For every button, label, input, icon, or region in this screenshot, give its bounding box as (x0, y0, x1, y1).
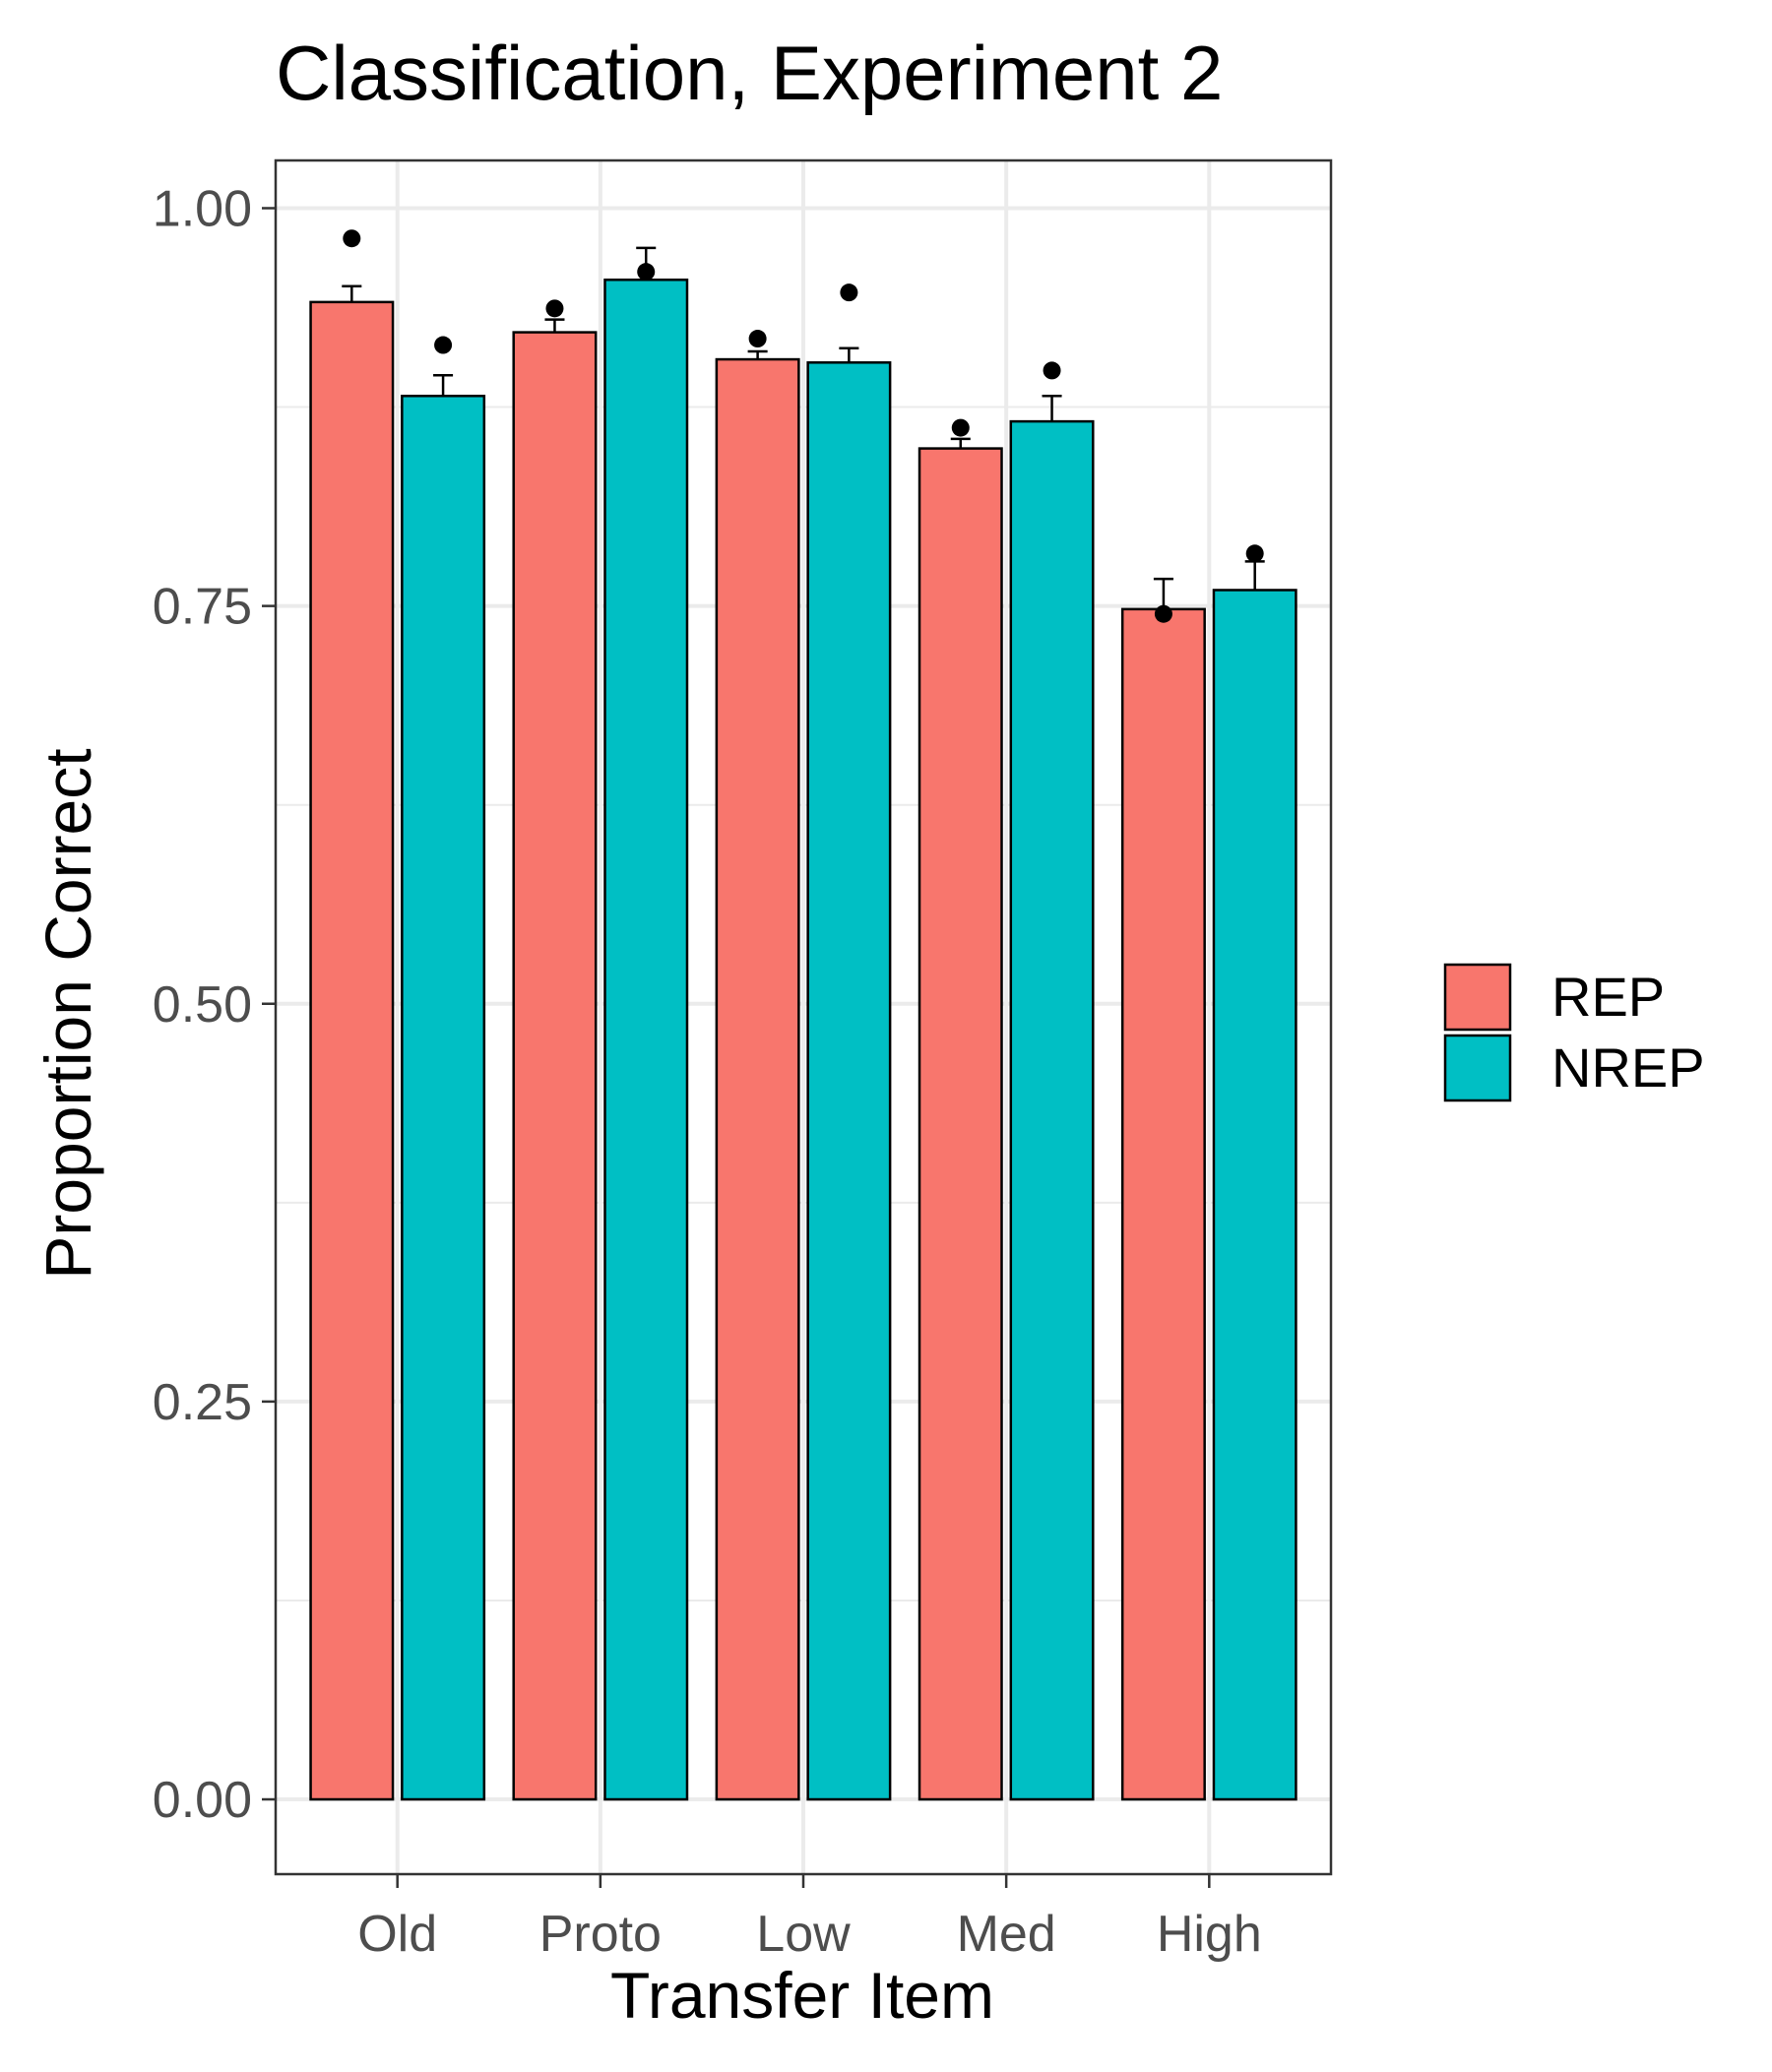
x-axis-title: Transfer Item (610, 1959, 994, 2032)
legend-label-rep: REP (1551, 966, 1665, 1028)
bars (309, 278, 1297, 1801)
bar-rep (918, 447, 1003, 1801)
bar-rep (715, 357, 800, 1801)
data-point (840, 283, 858, 302)
y-tick-label: 0.25 (153, 1374, 252, 1431)
x-axis: Old Proto Low Med High (357, 1874, 1262, 1963)
data-point (1245, 544, 1264, 563)
x-tick-label: Old (357, 1906, 437, 1963)
bar-nrep (401, 394, 486, 1801)
data-points (343, 229, 1264, 623)
data-point (951, 418, 970, 437)
x-tick-label: High (1157, 1906, 1262, 1963)
y-tick-label: 1.00 (153, 180, 252, 237)
bar-nrep (603, 278, 689, 1801)
x-tick-label: Proto (539, 1906, 662, 1963)
legend-key-rep (1443, 963, 1512, 1032)
y-tick-label: 0.75 (153, 579, 252, 636)
bar-nrep (1212, 589, 1297, 1801)
legend: REP NREP (1443, 963, 1705, 1102)
bar-nrep (1009, 419, 1095, 1801)
y-axis-title: Proportion Correct (32, 748, 104, 1279)
bar-rep (1120, 607, 1206, 1801)
legend-label-nrep: NREP (1551, 1036, 1705, 1099)
legend-key-nrep (1443, 1034, 1512, 1102)
data-point (637, 263, 656, 282)
y-tick-label: 0.50 (153, 976, 252, 1034)
x-tick-label: Low (756, 1906, 851, 1963)
data-point (1154, 604, 1172, 623)
bar-nrep (806, 361, 892, 1801)
data-point (1043, 361, 1061, 380)
data-point (748, 330, 767, 348)
x-tick-label: Med (957, 1906, 1056, 1963)
chart-title: Classification, Experiment 2 (276, 30, 1223, 116)
bar-rep (512, 331, 598, 1801)
y-axis: 0.00 0.25 0.50 0.75 1.00 (153, 180, 276, 1829)
data-point (545, 299, 564, 318)
bar-rep (309, 300, 395, 1801)
data-point (434, 336, 453, 354)
data-point (343, 229, 361, 248)
y-tick-label: 0.00 (153, 1772, 252, 1829)
